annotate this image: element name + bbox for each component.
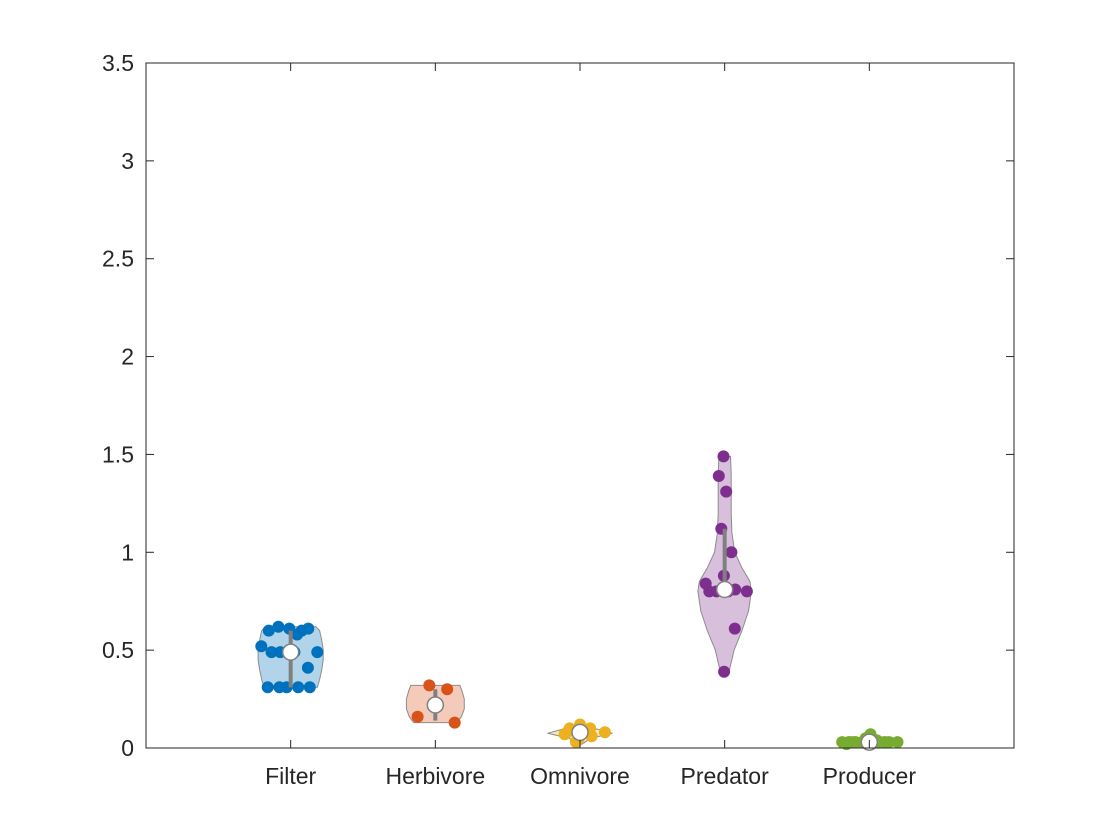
median-marker bbox=[571, 723, 589, 742]
violin-predator bbox=[697, 450, 753, 678]
median-marker bbox=[715, 580, 734, 599]
data-point bbox=[272, 620, 285, 633]
y-tick-label: 3.5 bbox=[102, 50, 134, 76]
x-tick-label: Omnivore bbox=[530, 763, 630, 789]
data-point bbox=[423, 679, 436, 692]
violin-filter bbox=[255, 620, 324, 694]
data-point bbox=[311, 646, 324, 659]
median-marker bbox=[426, 696, 445, 714]
data-point bbox=[292, 681, 305, 694]
data-point bbox=[265, 646, 278, 659]
data-point bbox=[740, 585, 753, 598]
median-marker bbox=[281, 643, 300, 661]
data-point bbox=[558, 728, 571, 741]
data-point bbox=[849, 736, 862, 749]
x-tick-label: Predator bbox=[681, 763, 770, 789]
violin-producer bbox=[836, 728, 904, 751]
data-point bbox=[303, 681, 316, 694]
plot-frame bbox=[145, 62, 1015, 749]
y-tick-label: 1.5 bbox=[102, 441, 134, 467]
data-point bbox=[598, 726, 611, 739]
x-tick-label: Filter bbox=[265, 763, 316, 789]
data-point bbox=[261, 681, 274, 694]
data-point bbox=[448, 716, 461, 729]
x-tick-label: Producer bbox=[823, 763, 917, 789]
data-point bbox=[718, 665, 731, 678]
data-point bbox=[891, 736, 904, 749]
data-point bbox=[720, 485, 733, 498]
data-point bbox=[712, 470, 725, 482]
data-point bbox=[703, 585, 716, 598]
data-point bbox=[441, 683, 454, 696]
x-tick-label: Herbivore bbox=[385, 763, 485, 789]
y-tick-label: 3 bbox=[121, 148, 134, 174]
violin-omnivore bbox=[547, 718, 613, 749]
y-tick-label: 1 bbox=[121, 539, 134, 565]
y-tick-label: 2 bbox=[121, 344, 134, 370]
violin-herbivore bbox=[405, 679, 465, 729]
data-point bbox=[301, 661, 314, 674]
data-point bbox=[273, 681, 286, 694]
data-point bbox=[836, 736, 849, 749]
data-point bbox=[728, 622, 741, 635]
data-point bbox=[717, 450, 730, 463]
y-tick-label: 0.5 bbox=[102, 637, 134, 663]
data-point bbox=[725, 546, 738, 559]
data-point bbox=[411, 710, 424, 723]
data-point bbox=[262, 624, 275, 637]
violin-layer bbox=[255, 450, 904, 751]
y-tick-label: 0 bbox=[121, 735, 134, 761]
data-point bbox=[880, 736, 892, 749]
data-point bbox=[255, 640, 268, 653]
data-point bbox=[295, 624, 308, 637]
y-tick-label: 2.5 bbox=[102, 246, 134, 272]
